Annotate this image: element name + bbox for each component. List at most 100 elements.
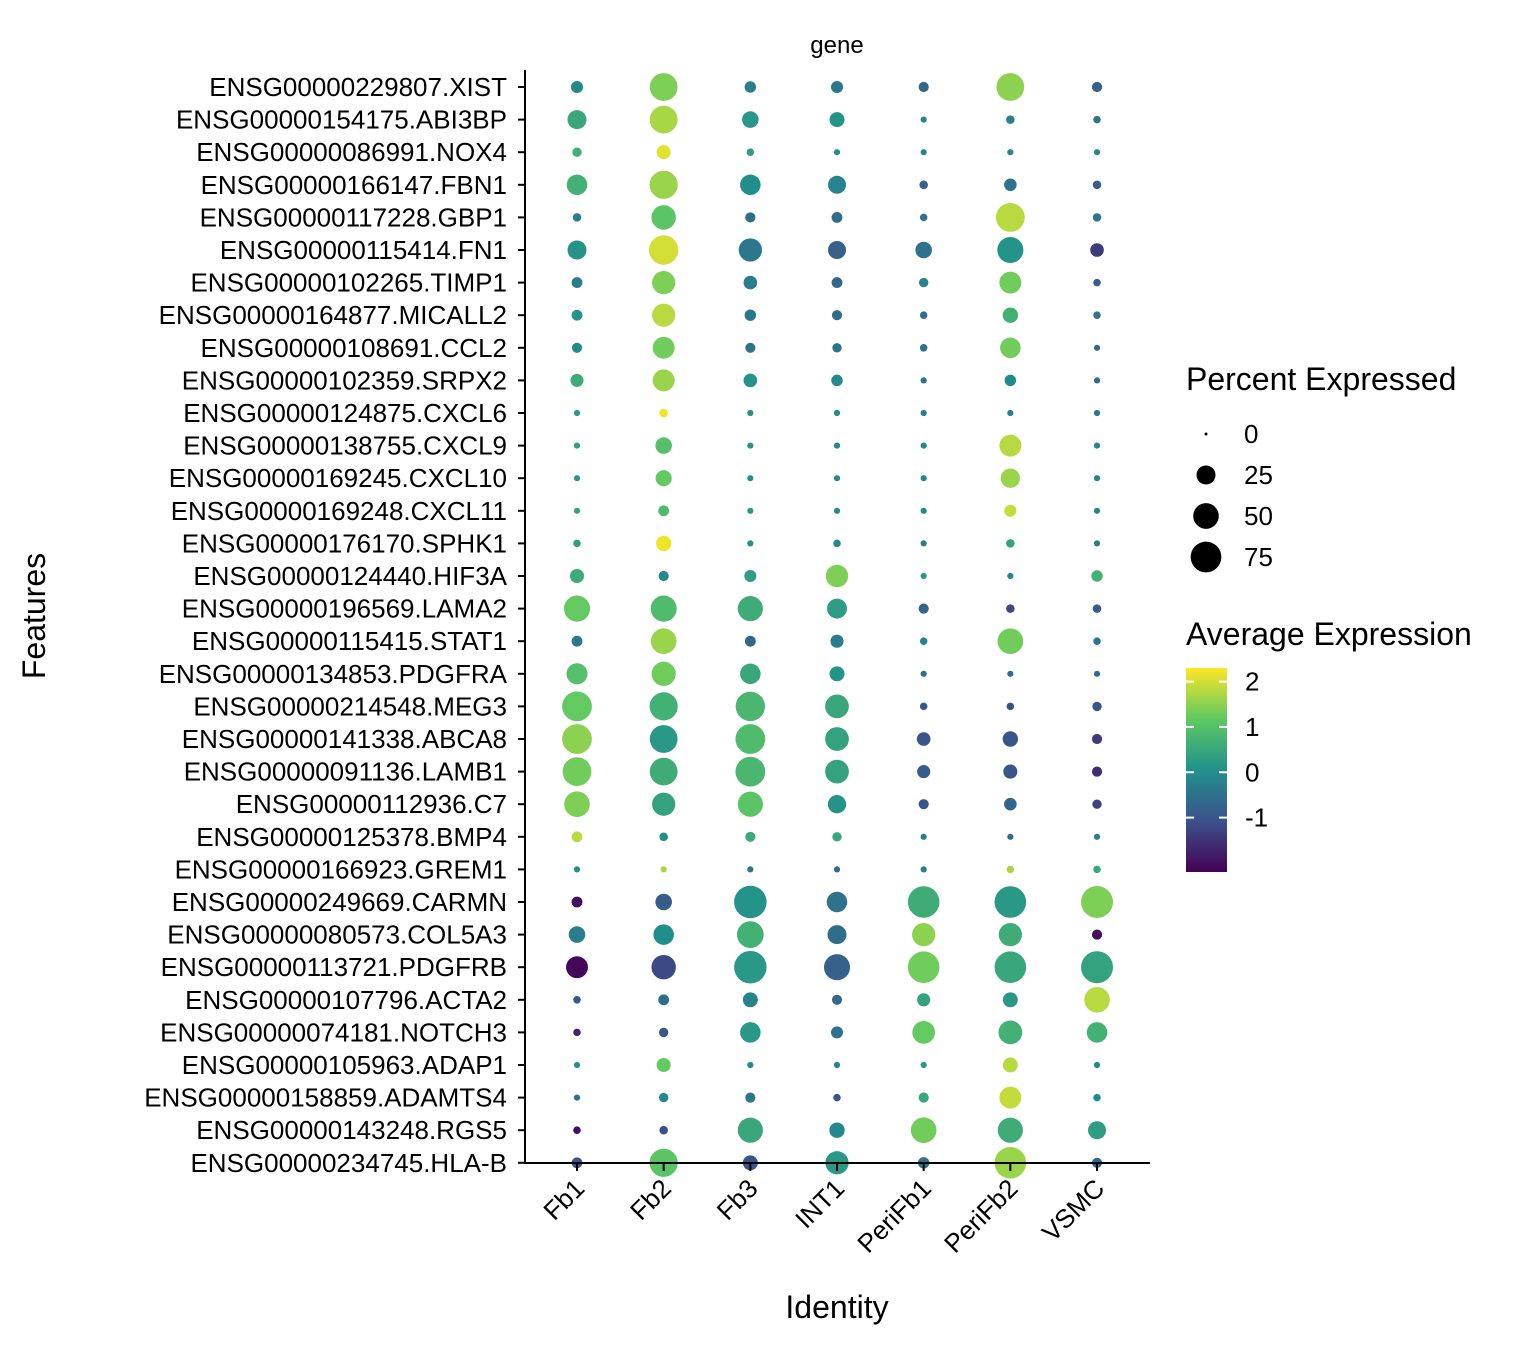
dot (1091, 929, 1103, 940)
colorbar (1186, 668, 1227, 872)
colorbar-label: 2 (1245, 667, 1259, 697)
dot (1092, 701, 1102, 712)
dot (1084, 986, 1110, 1013)
color-legend-ticks: 2 1 0 -1 (1186, 667, 1268, 833)
dot (745, 1092, 756, 1103)
dot (573, 507, 581, 514)
dot (920, 409, 927, 417)
dot (660, 866, 667, 873)
dot (649, 692, 678, 721)
y-tick-label: ENSG00000124875.CXCL6 (183, 398, 507, 428)
dot (659, 832, 668, 842)
dot (994, 951, 1027, 984)
dot (649, 725, 678, 753)
dot (918, 603, 929, 614)
dot (1092, 180, 1102, 190)
dot (833, 149, 841, 156)
y-tick-label: ENSG00000080573.COL5A3 (167, 920, 507, 950)
dot (1002, 992, 1018, 1008)
dot (1007, 572, 1014, 580)
dot (1007, 149, 1014, 156)
dot (832, 343, 842, 353)
dot (571, 831, 583, 843)
dot (735, 691, 766, 722)
y-tick-label: ENSG00000166147.FBN1 (201, 170, 507, 200)
dot (1093, 865, 1101, 874)
y-axis-title: Features (16, 553, 52, 679)
dot (573, 1028, 581, 1037)
dot (1093, 507, 1101, 514)
dot (572, 147, 582, 157)
dot (740, 663, 761, 685)
dot (833, 1093, 841, 1102)
y-tick-label: ENSG00000158859.ADAMTS4 (144, 1083, 507, 1113)
dot (570, 80, 584, 94)
x-tick-label: Fb3 (711, 1173, 764, 1226)
dot (825, 727, 849, 751)
dot (652, 270, 676, 295)
dot (825, 564, 849, 588)
dot (833, 409, 841, 417)
dot (998, 1020, 1023, 1045)
size-legend-label: 0 (1244, 419, 1258, 449)
dot (920, 507, 927, 514)
dot (910, 1117, 937, 1144)
dot (920, 377, 927, 384)
dot (920, 149, 927, 156)
y-tick-label: ENSG00000107796.ACTA2 (185, 985, 507, 1015)
dot (745, 342, 756, 353)
dot (649, 105, 678, 134)
size-legend-dot (1196, 465, 1216, 485)
dot (1093, 833, 1101, 840)
dot (742, 111, 759, 128)
dot (1091, 570, 1103, 582)
dot (655, 437, 672, 454)
dot (827, 795, 847, 814)
dot (572, 213, 582, 222)
dot (833, 1061, 841, 1069)
dot (830, 634, 844, 648)
dot (920, 1061, 927, 1069)
y-tick-label: ENSG00000176170.SPHK1 (182, 528, 507, 558)
dot (920, 572, 927, 580)
dot (1093, 409, 1101, 417)
dot (1007, 833, 1014, 840)
dot (658, 994, 670, 1006)
dot (1093, 670, 1101, 677)
x-tick-label: PeriFb1 (851, 1173, 937, 1259)
y-tick-label: ENSG00000102265.TIMP1 (190, 268, 507, 298)
dot (1093, 115, 1101, 124)
dot (745, 212, 756, 223)
dot (833, 507, 841, 514)
dot (744, 309, 757, 321)
dot (907, 886, 940, 918)
y-tick-label: ENSG00000169245.CXCL10 (169, 463, 507, 493)
dot (831, 277, 843, 289)
dot (919, 637, 928, 645)
dot (747, 866, 754, 873)
dot (1088, 1121, 1107, 1140)
dot (659, 1125, 668, 1135)
dot (658, 1027, 669, 1038)
dot (1093, 278, 1101, 287)
dot (747, 1061, 754, 1069)
dot (573, 1094, 581, 1101)
dot (734, 950, 767, 984)
dot (1004, 178, 1017, 192)
dot (744, 569, 757, 583)
dot (831, 211, 843, 223)
dot (649, 73, 678, 101)
dot (735, 724, 766, 754)
dot (651, 661, 676, 686)
dot (1004, 374, 1017, 387)
y-tick-label: ENSG00000138755.CXCL9 (183, 431, 507, 461)
y-tick-label: ENSG00000115414.FN1 (220, 235, 507, 265)
dot (823, 954, 851, 981)
dot (1093, 311, 1101, 319)
dot (1006, 604, 1015, 613)
x-tick-label: VSMC (1036, 1173, 1110, 1247)
dot (652, 369, 675, 392)
dot (737, 1117, 763, 1143)
dot (655, 893, 672, 911)
y-tick-label: ENSG00000141338.ABCA8 (182, 724, 507, 754)
